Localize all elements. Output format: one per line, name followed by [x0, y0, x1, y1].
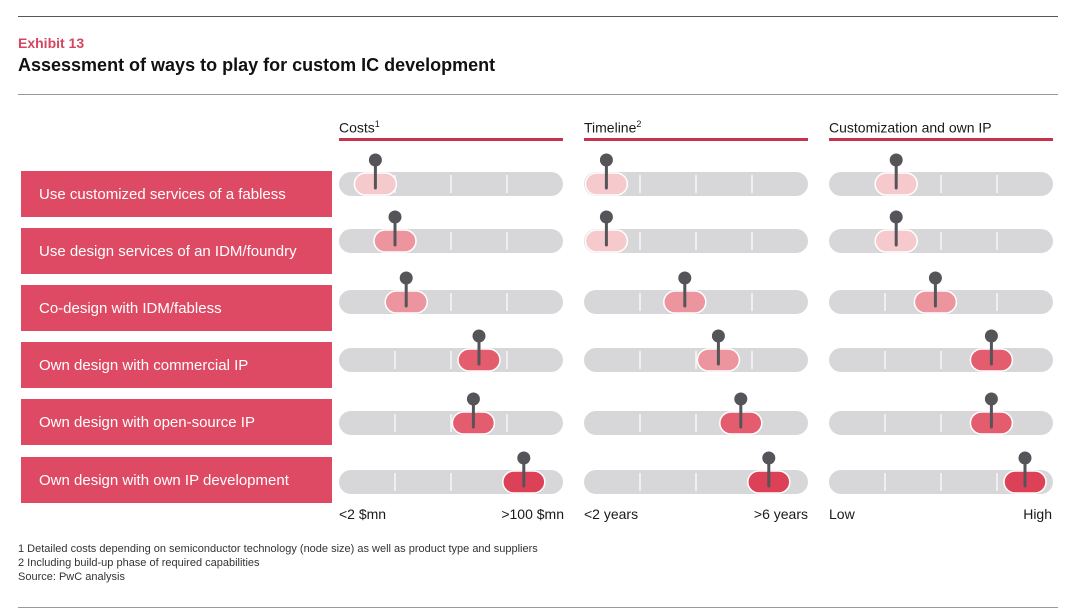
pin-head-icon	[678, 271, 692, 285]
column-header-rule	[584, 138, 808, 141]
column-title-customization: Customization and own IP	[829, 119, 992, 136]
pin-head-icon	[368, 153, 382, 167]
pin-head-icon	[388, 210, 402, 224]
row-label: Own design with commercial IP	[21, 342, 332, 388]
pin-head-icon	[399, 271, 413, 285]
column-header-rule	[829, 138, 1053, 141]
axis-low-label: <2 $mn	[339, 506, 387, 522]
pin-head-icon	[928, 271, 942, 285]
row-label: Own design with open-source IP	[21, 399, 332, 445]
row-label: Co-design with IDM/fabless	[21, 285, 332, 331]
row-label: Use customized services of a fabless	[21, 171, 332, 217]
pin-head-icon	[762, 451, 776, 465]
pin-head-icon	[517, 451, 531, 465]
pin-head-icon	[599, 153, 613, 167]
pin-head-icon	[472, 329, 486, 343]
column-title-costs: Costs1	[339, 119, 380, 136]
pin-head-icon	[466, 392, 480, 406]
axis-low-label: Low	[829, 506, 855, 522]
bottom-rule	[18, 607, 1058, 608]
pin-head-icon	[889, 153, 903, 167]
row-label: Own design with own IP development	[21, 457, 332, 503]
top-rule	[18, 16, 1058, 17]
axis-low-label: <2 years	[584, 506, 639, 522]
source-note: Source: PwC analysis	[18, 571, 125, 583]
exhibit-title: Assessment of ways to play for custom IC…	[18, 55, 496, 75]
column-title-text: Timeline	[584, 119, 637, 136]
pin-head-icon	[734, 392, 748, 406]
column-footnote-mark: 2	[636, 119, 642, 129]
exhibit-label: Exhibit 13	[18, 35, 85, 51]
pin-head-icon	[889, 210, 903, 224]
axis-high-label: >6 years	[753, 506, 808, 522]
pin-head-icon	[1018, 451, 1032, 465]
pin-head-icon	[984, 329, 998, 343]
footnote-2: 2 Including build-up phase of required c…	[18, 557, 260, 569]
pin-head-icon	[984, 392, 998, 406]
column-footnote-mark: 1	[374, 119, 380, 129]
pin-head-icon	[711, 329, 725, 343]
column-title-timeline: Timeline2	[584, 119, 641, 136]
axis-high-label: High	[1023, 506, 1052, 522]
column-title-text: Customization and own IP	[829, 119, 992, 136]
axis-high-label: >100 $mn	[501, 506, 564, 522]
column-title-text: Costs	[339, 119, 375, 136]
column-header-rule	[339, 138, 563, 141]
row-label: Use design services of an IDM/foundry	[21, 228, 332, 274]
title-rule	[18, 94, 1058, 95]
footnote-1: 1 Detailed costs depending on semiconduc…	[18, 543, 538, 555]
pin-head-icon	[599, 210, 613, 224]
